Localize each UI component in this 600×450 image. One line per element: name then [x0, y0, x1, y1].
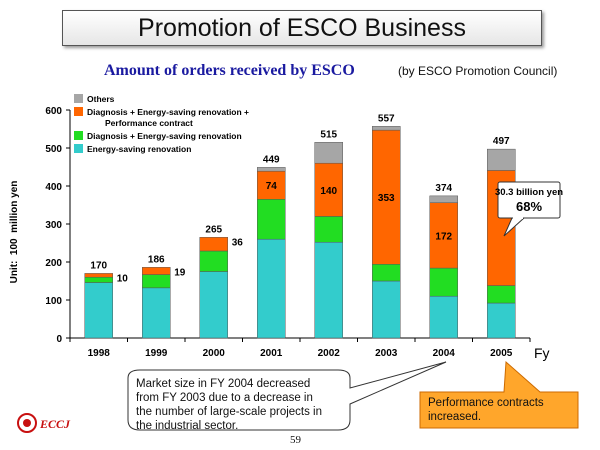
annotation-box	[497, 181, 561, 219]
legend-swatch	[74, 107, 83, 116]
x-tick-label: 1998	[88, 348, 111, 359]
legend-label: Others	[87, 94, 115, 104]
bar-segment	[142, 287, 171, 339]
bar-segment	[314, 216, 343, 243]
legend-swatch	[74, 131, 83, 140]
bar-segment	[372, 264, 401, 282]
bar-segment	[142, 274, 171, 289]
bar-segment	[257, 170, 286, 200]
page-number: 59	[290, 434, 301, 446]
bar-segment	[257, 238, 286, 339]
segment-label: 10	[117, 273, 129, 284]
market-note-line: the industrial sector.	[136, 420, 239, 432]
performance-note-line: Performance contracts	[428, 397, 544, 409]
bar-segment	[199, 237, 228, 252]
legend-label: Diagnosis + Energy-saving renovation	[87, 131, 242, 141]
total-label: 186	[148, 254, 165, 265]
legend-label: Diagnosis + Energy-saving renovation +	[87, 107, 249, 117]
total-label: 265	[205, 224, 222, 235]
bar-segment	[84, 276, 113, 283]
x-tick-label: 2001	[260, 348, 283, 359]
bar-segment	[487, 148, 516, 171]
total-label: 515	[320, 129, 337, 140]
bar-segment	[372, 129, 401, 265]
bar-segment	[487, 285, 516, 304]
eccj-logo-dot	[23, 419, 31, 427]
performance-note-line: increased.	[428, 411, 482, 423]
annotation-share: 68%	[516, 199, 542, 214]
bar-segment	[314, 241, 343, 339]
slide-title: Promotion of ESCO Business	[62, 10, 542, 46]
annotation-amount: 30.3 billion yen	[495, 187, 563, 198]
bar-segment	[84, 282, 113, 339]
total-label: 170	[90, 260, 107, 271]
bar-segment	[199, 271, 228, 339]
y-tick-label: 0	[56, 334, 62, 345]
segment-label: 353	[378, 193, 395, 204]
bar-segment	[314, 162, 343, 217]
segment-label: 172	[435, 231, 452, 242]
market-note-callout	[127, 361, 447, 431]
bar-segment	[314, 142, 343, 164]
x-tick-label: 1999	[145, 348, 168, 359]
performance-note-text: Performance contracts increased.	[428, 396, 544, 424]
total-label: 449	[263, 154, 280, 165]
x-tick-label: 2004	[433, 348, 456, 359]
x-axis-title: Fy	[534, 345, 550, 361]
market-note-line: the number of large-scale projects in	[136, 406, 323, 418]
bar-segment	[372, 126, 401, 131]
legend-label: Energy-saving renovation	[87, 144, 191, 154]
x-tick-label: 2002	[318, 348, 341, 359]
bar-segment	[84, 273, 113, 278]
x-tick-label: 2005	[490, 348, 513, 359]
segment-label: 36	[232, 237, 244, 248]
x-tick-label: 2003	[375, 348, 398, 359]
bar-segment	[199, 250, 228, 272]
bar-segment	[257, 199, 286, 240]
x-tick-label: 2000	[203, 348, 226, 359]
y-tick-label: 100	[45, 296, 62, 307]
segment-label: 19	[174, 267, 186, 278]
total-label: 497	[493, 136, 510, 147]
source-note: (by ESCO Promotion Council)	[398, 64, 558, 78]
bar-segment	[429, 267, 458, 297]
chart-title: Amount of orders received by ESCO	[104, 62, 355, 79]
eccj-logo-text: ECCJ	[40, 417, 71, 431]
y-tick-label: 200	[45, 258, 62, 269]
market-note-line: from FY 2003 due to a decrease in	[136, 392, 313, 404]
bar-segment	[142, 267, 171, 275]
segment-label: 74	[266, 181, 278, 192]
market-note-text: Market size in FY 2004 decreased from FY…	[136, 377, 322, 433]
y-tick-label: 400	[45, 182, 62, 193]
segment-label: 140	[320, 186, 337, 197]
y-tick-label: 300	[45, 220, 62, 231]
total-label: 374	[435, 183, 452, 194]
bar-segment	[372, 280, 401, 339]
market-note-line: Market size in FY 2004 decreased	[136, 378, 311, 390]
legend-swatch	[74, 94, 83, 103]
y-tick-label: 600	[45, 106, 62, 117]
total-label: 557	[378, 113, 395, 124]
y-tick-label: 500	[45, 144, 62, 155]
legend-swatch	[74, 144, 83, 153]
legend-label: Performance contract	[105, 118, 193, 128]
bar-segment	[257, 167, 286, 172]
bar-segment	[487, 302, 516, 339]
performance-note-callout	[419, 360, 579, 429]
y-axis-title: Unit: 100 million yen	[9, 181, 20, 284]
eccj-logo-icon	[17, 413, 37, 433]
bar-segment	[429, 195, 458, 203]
bar-segment	[429, 295, 458, 339]
